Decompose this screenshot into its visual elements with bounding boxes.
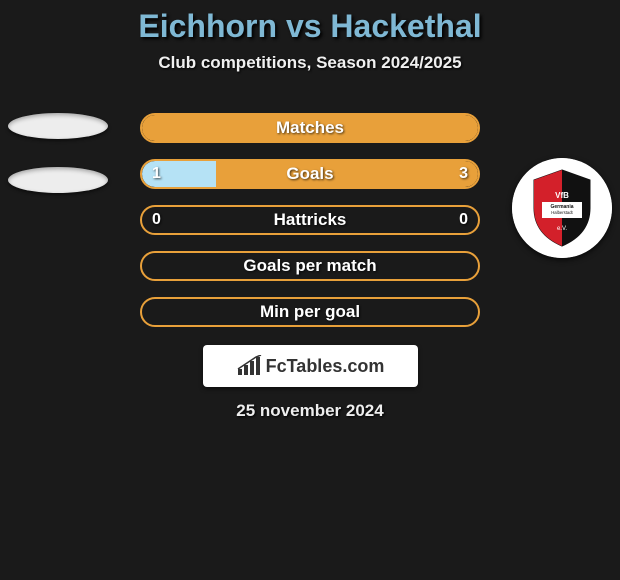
bar-label: Hattricks	[142, 207, 478, 233]
brand-text: FcTables.com	[266, 356, 385, 377]
right-player-badge: VfB Germania Halberstadt e.V.	[512, 158, 612, 243]
stat-bar: Goals per match	[140, 251, 480, 281]
stat-bar: Min per goal	[140, 297, 480, 327]
brand-badge[interactable]: FcTables.com	[203, 345, 418, 387]
bar-label: Goals per match	[142, 253, 478, 279]
stat-bar: 00Hattricks	[140, 205, 480, 235]
comparison-widget: Eichhorn vs Hackethal Club competitions,…	[0, 0, 620, 421]
bar-label: Matches	[142, 115, 478, 141]
bars-container: Matches 13Goals 00Hattricks Goals per match…	[140, 113, 480, 327]
stat-bar: 13Goals	[140, 159, 480, 189]
decor-ellipse	[8, 167, 108, 193]
decor-ellipse	[8, 113, 108, 139]
svg-text:Halberstadt: Halberstadt	[551, 210, 573, 215]
chart-area: VfB Germania Halberstadt e.V. Matches 13G…	[0, 113, 620, 327]
page-title: Eichhorn vs Hackethal	[0, 8, 620, 45]
stat-bar: Matches	[140, 113, 480, 143]
left-player-decor	[8, 113, 108, 198]
footer-date: 25 november 2024	[0, 401, 620, 421]
bar-label: Goals	[142, 161, 478, 187]
svg-text:e.V.: e.V.	[557, 226, 567, 232]
svg-text:VfB: VfB	[555, 191, 569, 200]
club-badge-icon: VfB Germania Halberstadt e.V.	[512, 158, 612, 258]
bar-label: Min per goal	[142, 299, 478, 325]
chart-icon	[236, 355, 262, 377]
subtitle: Club competitions, Season 2024/2025	[0, 53, 620, 73]
